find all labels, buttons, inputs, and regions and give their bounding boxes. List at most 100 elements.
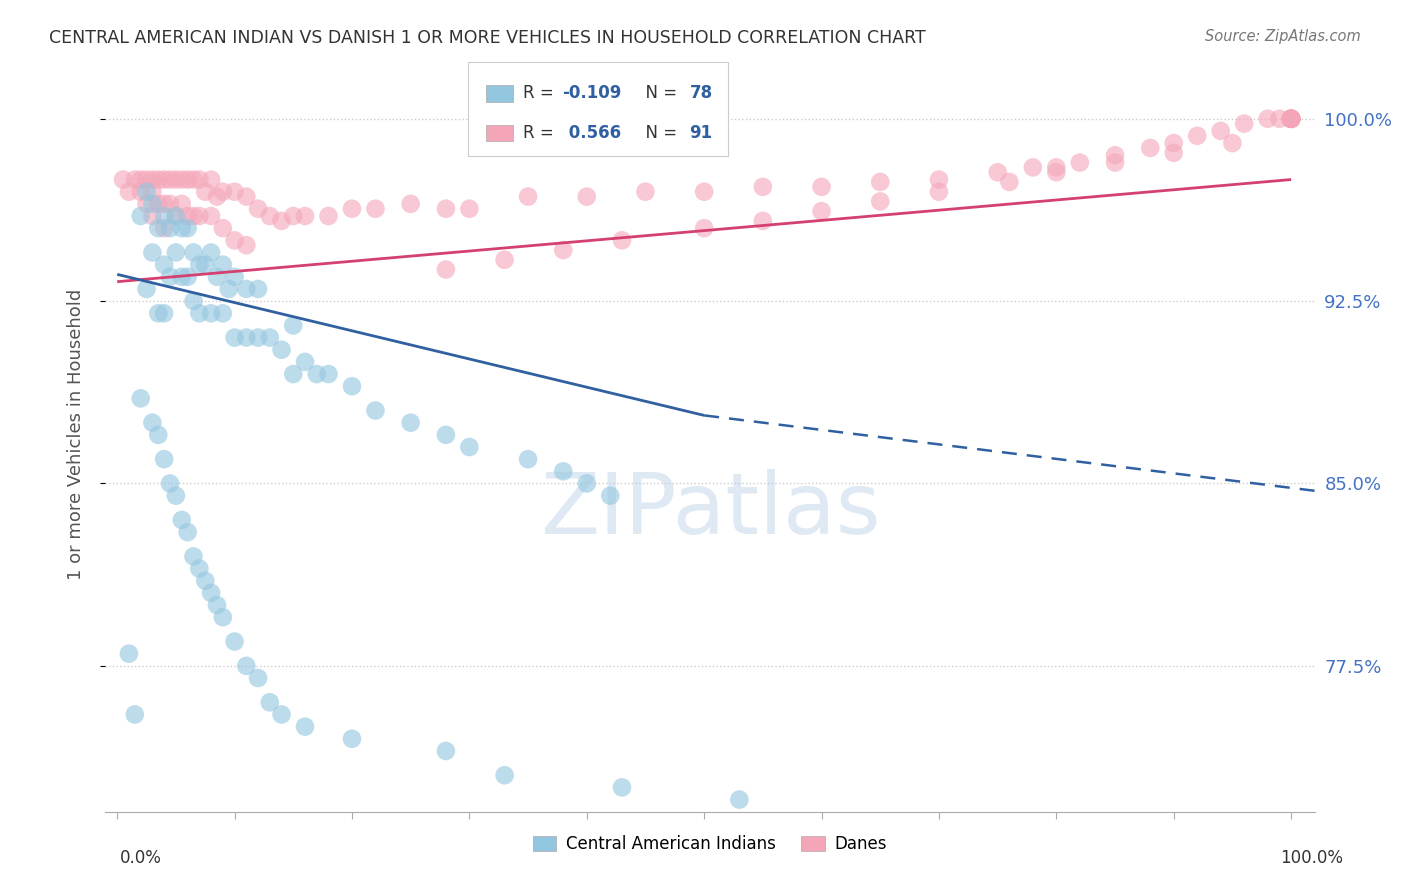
Text: 0.0%: 0.0% (120, 849, 162, 867)
Point (1139, 141, 1161, 155)
Point (259, 695, 281, 709)
Point (283, 318, 305, 333)
Point (693, 185, 716, 199)
Point (364, 202, 387, 216)
Point (553, 464, 575, 478)
FancyBboxPatch shape (486, 85, 513, 102)
Legend: Central American Indians, Danes: Central American Indians, Danes (526, 829, 894, 860)
Point (610, 780, 633, 795)
Point (1163, 136, 1185, 150)
Point (188, 306, 211, 320)
Point (135, 185, 157, 199)
Point (176, 172, 198, 186)
Point (153, 452, 176, 467)
Text: N =: N = (636, 124, 682, 142)
Point (124, 707, 146, 722)
Point (205, 189, 228, 203)
Text: 0.566: 0.566 (562, 124, 620, 142)
Point (1279, 112, 1302, 126)
Point (1279, 112, 1302, 126)
Point (1279, 112, 1302, 126)
Point (148, 427, 170, 442)
Point (434, 744, 457, 758)
Point (810, 204, 832, 219)
Point (517, 189, 540, 203)
Point (1257, 112, 1279, 126)
Point (118, 647, 141, 661)
Point (188, 172, 211, 186)
Point (200, 172, 222, 186)
Point (235, 189, 257, 203)
Point (1268, 112, 1291, 126)
Point (153, 258, 176, 272)
Point (148, 221, 170, 235)
Point (1104, 155, 1126, 169)
Point (599, 489, 621, 503)
Point (153, 197, 176, 211)
Point (928, 172, 950, 186)
Point (211, 185, 233, 199)
Point (517, 452, 540, 467)
Point (1222, 136, 1244, 150)
Point (170, 172, 193, 186)
Point (211, 258, 233, 272)
Point (183, 172, 205, 186)
Point (283, 209, 305, 223)
Point (294, 209, 316, 223)
Point (1163, 145, 1185, 160)
Point (176, 525, 198, 540)
Point (129, 172, 152, 186)
Point (364, 403, 387, 417)
Point (170, 197, 193, 211)
Point (183, 209, 205, 223)
Text: 78: 78 (689, 84, 713, 103)
Point (129, 392, 152, 406)
Point (1233, 117, 1256, 131)
Point (259, 209, 281, 223)
Point (494, 768, 516, 782)
Point (869, 175, 891, 189)
Point (183, 294, 205, 309)
Point (135, 197, 157, 211)
Point (159, 221, 181, 235)
Point (141, 197, 163, 211)
Point (270, 343, 292, 357)
Point (1209, 124, 1232, 138)
Point (148, 306, 170, 320)
Point (247, 202, 270, 216)
Text: N =: N = (636, 84, 682, 103)
Point (176, 269, 198, 284)
Point (235, 658, 257, 673)
Point (148, 172, 170, 186)
Point (575, 476, 598, 491)
Point (1045, 161, 1067, 175)
Text: Source: ZipAtlas.com: Source: ZipAtlas.com (1205, 29, 1361, 44)
Point (399, 416, 422, 430)
Point (283, 367, 305, 381)
Point (752, 179, 775, 194)
Point (318, 209, 340, 223)
Point (928, 185, 950, 199)
Point (434, 427, 457, 442)
Point (399, 197, 422, 211)
Point (728, 792, 751, 806)
Point (1279, 112, 1302, 126)
Point (194, 574, 217, 588)
Point (165, 172, 187, 186)
Text: ZIPatlas: ZIPatlas (540, 468, 880, 552)
Point (194, 185, 217, 199)
Point (610, 233, 633, 247)
Text: 100.0%: 100.0% (1279, 849, 1343, 867)
Point (553, 243, 575, 257)
Point (170, 269, 193, 284)
Point (1279, 112, 1302, 126)
Point (141, 245, 163, 260)
Point (1045, 165, 1067, 179)
Point (634, 185, 657, 199)
Point (188, 209, 211, 223)
Point (176, 221, 198, 235)
Point (259, 330, 281, 344)
Point (129, 209, 152, 223)
Point (1187, 128, 1209, 143)
Point (112, 172, 135, 186)
